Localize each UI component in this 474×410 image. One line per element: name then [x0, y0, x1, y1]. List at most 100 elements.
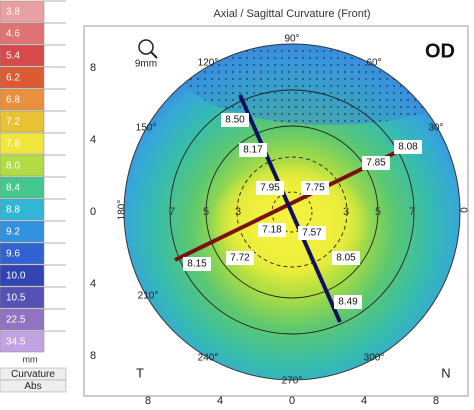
scale-swatch [0, 132, 45, 155]
scale-value: 9.6 [6, 249, 20, 260]
angle-label: 240° [198, 353, 219, 364]
scale-value: 10.0 [6, 271, 26, 282]
angle-label: 60° [366, 58, 381, 69]
angle-label: 30° [428, 123, 443, 134]
reading: 8.08 [398, 142, 418, 153]
scale-value: 34.5 [6, 337, 26, 348]
scale-swatch [0, 66, 45, 89]
ring-label: 7 [409, 206, 415, 218]
zoom-label: 9mm [135, 59, 157, 70]
y-axis-label: 8 [90, 62, 96, 74]
scale-swatch [0, 220, 45, 243]
ring [205, 125, 379, 299]
scale-value: 7.2 [6, 117, 20, 128]
ring-label: 5 [203, 206, 209, 218]
reading-box [183, 257, 211, 271]
map-title: Axial / Sagittal Curvature (Front) [213, 8, 370, 20]
scale-swatch [0, 88, 45, 111]
scale-swatch [0, 110, 45, 133]
angle-label: 270° [282, 376, 303, 387]
scale-value: 8.0 [6, 161, 20, 172]
ring [236, 156, 348, 268]
reading-box [332, 251, 360, 265]
angle-label: 0 [457, 207, 468, 213]
reading-box [362, 156, 390, 170]
reading: 7.85 [366, 158, 386, 169]
mode-label: Abs [24, 381, 41, 392]
angle-label: 90° [284, 34, 299, 45]
scale-swatch [0, 264, 45, 287]
reading: 8.17 [243, 145, 263, 156]
reading: 7.95 [260, 183, 280, 194]
scale-swatch [0, 44, 45, 67]
scale-value: 6.2 [6, 73, 20, 84]
reading-box [256, 181, 284, 195]
reading-box [226, 251, 254, 265]
ring-label: 5 [375, 206, 381, 218]
scale-value: 4.6 [6, 29, 20, 40]
reading: 7.57 [302, 228, 322, 239]
reading-box [298, 226, 326, 240]
scale-value: 8.4 [6, 183, 20, 194]
x-axis-label: 8 [145, 395, 151, 407]
mode-label: Curvature [11, 369, 55, 380]
scale-value: 6.8 [6, 95, 20, 106]
scale-unit: mm [23, 354, 38, 364]
labels: 8 4 0 4 8 8 4 0 4 8 90° 60° 30° 0 300° 270° 240° 210° 180°… [90, 34, 468, 407]
scale-swatch [0, 176, 45, 199]
scale-value: 22.5 [6, 315, 26, 326]
scale-swatch [0, 198, 45, 221]
map-frame [83, 25, 469, 397]
scale-swatch [0, 0, 45, 23]
y-axis-label: 8 [90, 350, 96, 362]
scale-value: 7.6 [6, 139, 20, 150]
y-axis-label: 4 [90, 134, 96, 146]
scale-swatch [0, 242, 45, 265]
reading: 8.50 [225, 115, 245, 126]
dotted-zone [180, 44, 460, 125]
reading-box [301, 181, 329, 195]
scale-value: 5.4 [6, 51, 20, 62]
ring-label: 3 [235, 206, 241, 218]
eye-label: OD [425, 40, 455, 62]
scale-value: 10.5 [6, 293, 26, 304]
scale-value: 8.8 [6, 205, 20, 216]
ring-label: 7 [169, 206, 175, 218]
reading: 8.05 [336, 253, 356, 264]
scale-swatch [0, 154, 45, 177]
reading-box [394, 140, 422, 154]
scale-swatch [0, 330, 45, 353]
angle-label: 120° [198, 58, 219, 69]
ring [169, 89, 415, 335]
scale-value: 9.2 [6, 227, 20, 238]
color-scale: 3.8 4.6 5.4 6.2 6.8 7.2 7.6 8.0 8.4 8.8 9.2 9.6 10.0… [0, 0, 67, 393]
reading: 8.49 [338, 297, 358, 308]
steep-meridian [238, 94, 342, 323]
reading: 7.75 [305, 183, 325, 194]
scale-swatch [0, 308, 45, 331]
scale-value: 3.8 [6, 7, 20, 18]
angle-label: 210° [138, 291, 159, 302]
reading-box [258, 223, 286, 237]
rings [169, 89, 415, 335]
zoom-icon [138, 39, 158, 59]
reading-box [239, 143, 267, 157]
scale-swatch [0, 286, 45, 309]
reading-box [334, 295, 362, 309]
angle-label: 150° [136, 123, 157, 134]
angle-label: 300° [364, 353, 385, 364]
x-axis-label: 4 [217, 395, 223, 407]
reading: 7.72 [230, 253, 250, 264]
x-axis-label: 4 [361, 395, 367, 407]
y-axis-label: 4 [90, 278, 96, 290]
angle-label: 180° [117, 200, 128, 221]
reading: 8.15 [187, 259, 207, 270]
reading-box [221, 113, 249, 127]
scale-swatch [0, 22, 45, 45]
mode-box [0, 379, 67, 393]
x-axis-label: 8 [433, 395, 439, 407]
x-axis-label: 0 [289, 395, 295, 407]
map-outline [123, 43, 461, 381]
ring-label: 3 [343, 206, 349, 218]
